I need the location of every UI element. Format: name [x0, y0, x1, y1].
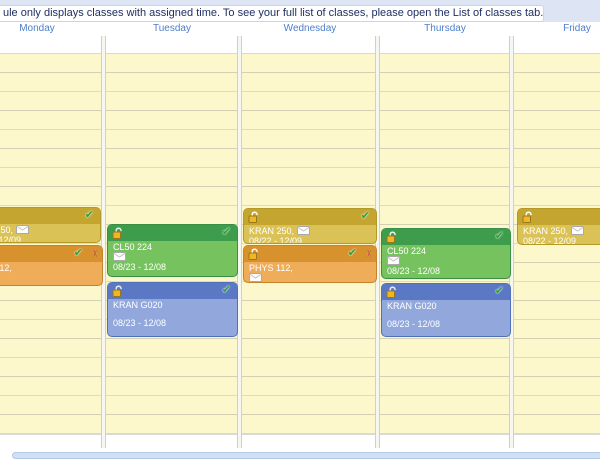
- event-mon-phys-112[interactable]: ✔ ✂ PHYS 112,: [0, 245, 103, 286]
- check-icon: ✔: [221, 226, 231, 238]
- envelope-icon: [16, 225, 30, 236]
- check-icon: ✔: [347, 247, 357, 259]
- event-title: KRAN 250,: [249, 226, 295, 236]
- event-title: KRAN 250,: [523, 226, 569, 236]
- event-fri-kran-250[interactable]: KRAN 250, 08/22 - 12/09: [517, 208, 600, 245]
- event-dates: 08/22 - 12/09: [0, 235, 22, 243]
- event-dates: 08/22 - 12/09: [523, 236, 577, 245]
- event-dates: 08/23 - 12/08: [387, 319, 441, 329]
- event-body: KRAN 250, 08/22 - 12/09: [244, 225, 376, 244]
- event-header: ✔: [382, 229, 510, 245]
- event-header: [518, 209, 600, 225]
- day-label-wednesday: Wednesday: [283, 23, 337, 34]
- event-header: ✔: [108, 225, 237, 241]
- unlock-icon: [386, 231, 397, 249]
- check-icon: ✔: [221, 284, 231, 296]
- event-body: KRAN G020 08/23 - 12/08: [382, 300, 510, 329]
- envelope-icon: [297, 226, 311, 237]
- day-column-divider: [101, 36, 106, 448]
- unlock-icon: [112, 227, 123, 245]
- event-header: ✔: [108, 283, 237, 299]
- event-tue-cl50-224[interactable]: ✔ CL50 224 08/23 - 12/08: [107, 224, 238, 277]
- event-body: CL50 224 08/23 - 12/08: [108, 241, 237, 272]
- check-icon: ✔: [360, 210, 370, 222]
- event-title: PHYS 112,: [0, 263, 12, 273]
- check-icon: ✔: [84, 209, 94, 221]
- event-tue-kran-g020[interactable]: ✔ KRAN G020 08/23 - 12/08: [107, 282, 238, 337]
- event-body: CL50 224 08/23 - 12/08: [382, 245, 510, 276]
- envelope-icon: [571, 226, 585, 237]
- envelope-icon: [249, 273, 262, 282]
- horizontal-scrollbar[interactable]: [12, 452, 600, 459]
- event-dates: 08/23 - 12/08: [387, 266, 441, 276]
- day-label-tuesday: Tuesday: [153, 23, 191, 34]
- event-thu-cl50-224[interactable]: ✔ CL50 224 08/23 - 12/08: [381, 228, 511, 279]
- event-header: ✔ ✂: [244, 246, 376, 262]
- info-message: ule only displays classes with assigned …: [0, 5, 544, 22]
- event-title: PHYS 112,: [249, 263, 293, 273]
- event-header: ✔: [244, 209, 376, 225]
- envelope-icon: [113, 252, 126, 263]
- envelope-icon: [387, 256, 400, 267]
- check-icon: ✔: [494, 230, 504, 242]
- event-header: ✔ ✂: [0, 246, 102, 262]
- unlock-icon: [248, 248, 259, 266]
- day-label-thursday: Thursday: [424, 23, 466, 34]
- event-header: ✔: [0, 208, 100, 224]
- event-dates: 08/22 - 12/09: [249, 236, 303, 244]
- unlock-icon: [112, 285, 123, 303]
- check-icon: ✔: [73, 247, 83, 259]
- event-thu-kran-g020[interactable]: ✔ KRAN G020 08/23 - 12/08: [381, 283, 511, 337]
- unlock-icon: [248, 211, 259, 229]
- unlock-icon: [386, 286, 397, 304]
- event-title: KRAN 250,: [0, 225, 14, 235]
- unlock-icon: [522, 211, 533, 229]
- event-header: ✔: [382, 284, 510, 300]
- event-body: KRAN 250, 08/22 - 12/09: [518, 225, 600, 245]
- event-title: KRAN G020: [113, 300, 163, 310]
- day-label-friday: Friday: [563, 23, 591, 34]
- event-title: KRAN G020: [387, 301, 437, 311]
- check-icon: ✔: [494, 285, 504, 297]
- event-wed-phys-112[interactable]: ✔ ✂ PHYS 112,: [243, 245, 377, 283]
- event-wed-kran-250[interactable]: ✔ KRAN 250, 08/22 - 12/09: [243, 208, 377, 244]
- scissors-icon: ✂: [362, 249, 374, 258]
- event-mon-kran-250[interactable]: ✔ KRAN 250, 08/22 - 12/09: [0, 207, 101, 243]
- event-body: KRAN G020 08/23 - 12/08: [108, 299, 237, 328]
- event-body: PHYS 112,: [0, 262, 102, 283]
- event-title: CL50 224: [387, 246, 427, 256]
- scissors-icon: ✂: [88, 249, 100, 258]
- event-dates: 08/23 - 12/08: [113, 318, 167, 328]
- event-title: CL50 224: [113, 242, 153, 252]
- day-label-monday: Monday: [19, 23, 55, 34]
- event-body: KRAN 250, 08/22 - 12/09: [0, 224, 100, 243]
- event-body: PHYS 112,: [244, 262, 376, 282]
- event-dates: 08/23 - 12/08: [113, 262, 167, 272]
